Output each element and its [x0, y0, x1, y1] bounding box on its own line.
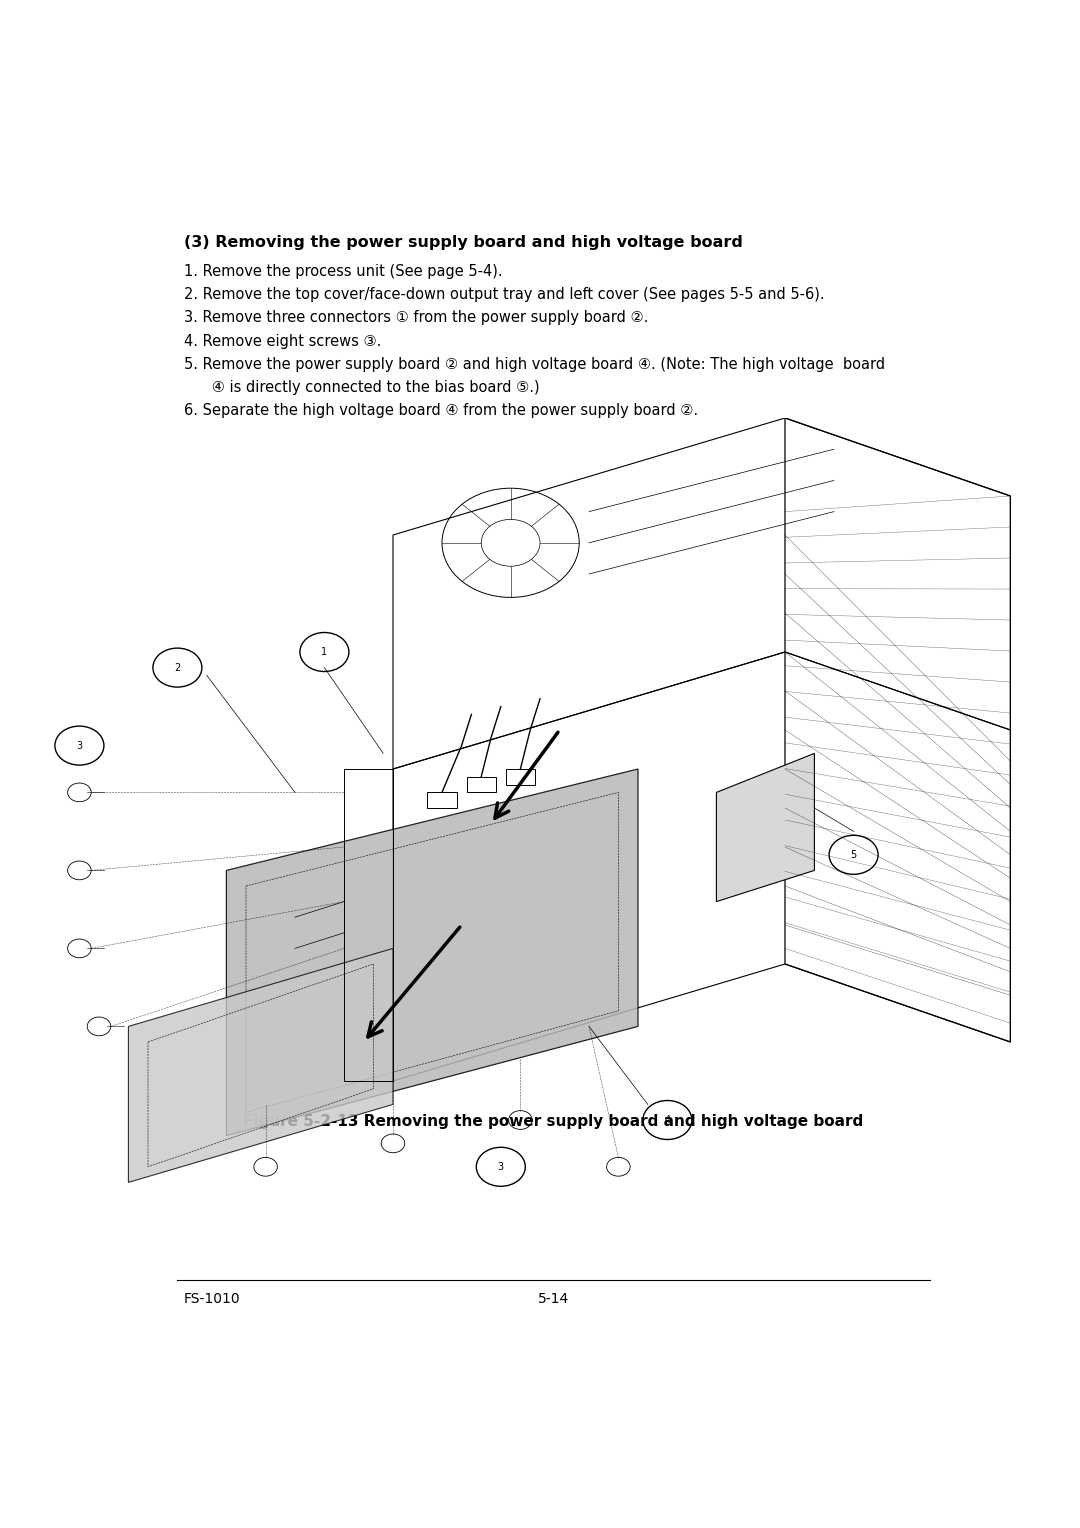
- Text: 3. Remove three connectors ① from the power supply board ②.: 3. Remove three connectors ① from the po…: [184, 310, 648, 325]
- FancyBboxPatch shape: [505, 769, 535, 784]
- Text: FS-1010: FS-1010: [184, 1291, 241, 1305]
- Text: 3: 3: [77, 741, 82, 750]
- Text: 1. Remove the process unit (See page 5-4).: 1. Remove the process unit (See page 5-4…: [184, 264, 502, 280]
- Polygon shape: [716, 753, 814, 902]
- FancyBboxPatch shape: [467, 776, 496, 793]
- Text: 6. Separate the high voltage board ④ from the power supply board ②.: 6. Separate the high voltage board ④ fro…: [184, 403, 698, 417]
- Text: 5-14: 5-14: [538, 1291, 569, 1305]
- Text: 4. Remove eight screws ③.: 4. Remove eight screws ③.: [184, 333, 381, 348]
- Text: (3) Removing the power supply board and high voltage board: (3) Removing the power supply board and …: [184, 235, 743, 251]
- Text: 5: 5: [850, 850, 856, 860]
- Text: 1: 1: [322, 646, 327, 657]
- Text: Figure 5-2-13 Removing the power supply board and high voltage board: Figure 5-2-13 Removing the power supply …: [243, 1114, 864, 1129]
- Text: ④ is directly connected to the bias board ⑤.): ④ is directly connected to the bias boar…: [184, 380, 539, 394]
- Text: 3: 3: [498, 1161, 504, 1172]
- Text: 2: 2: [174, 663, 180, 672]
- Text: 4: 4: [664, 1115, 671, 1125]
- FancyBboxPatch shape: [428, 793, 457, 808]
- Text: 5. Remove the power supply board ② and high voltage board ④. (Note: The high vol: 5. Remove the power supply board ② and h…: [184, 356, 885, 371]
- Polygon shape: [227, 769, 638, 1135]
- Text: 2. Remove the top cover/face-down output tray and left cover (See pages 5-5 and : 2. Remove the top cover/face-down output…: [184, 287, 824, 303]
- Polygon shape: [129, 949, 393, 1183]
